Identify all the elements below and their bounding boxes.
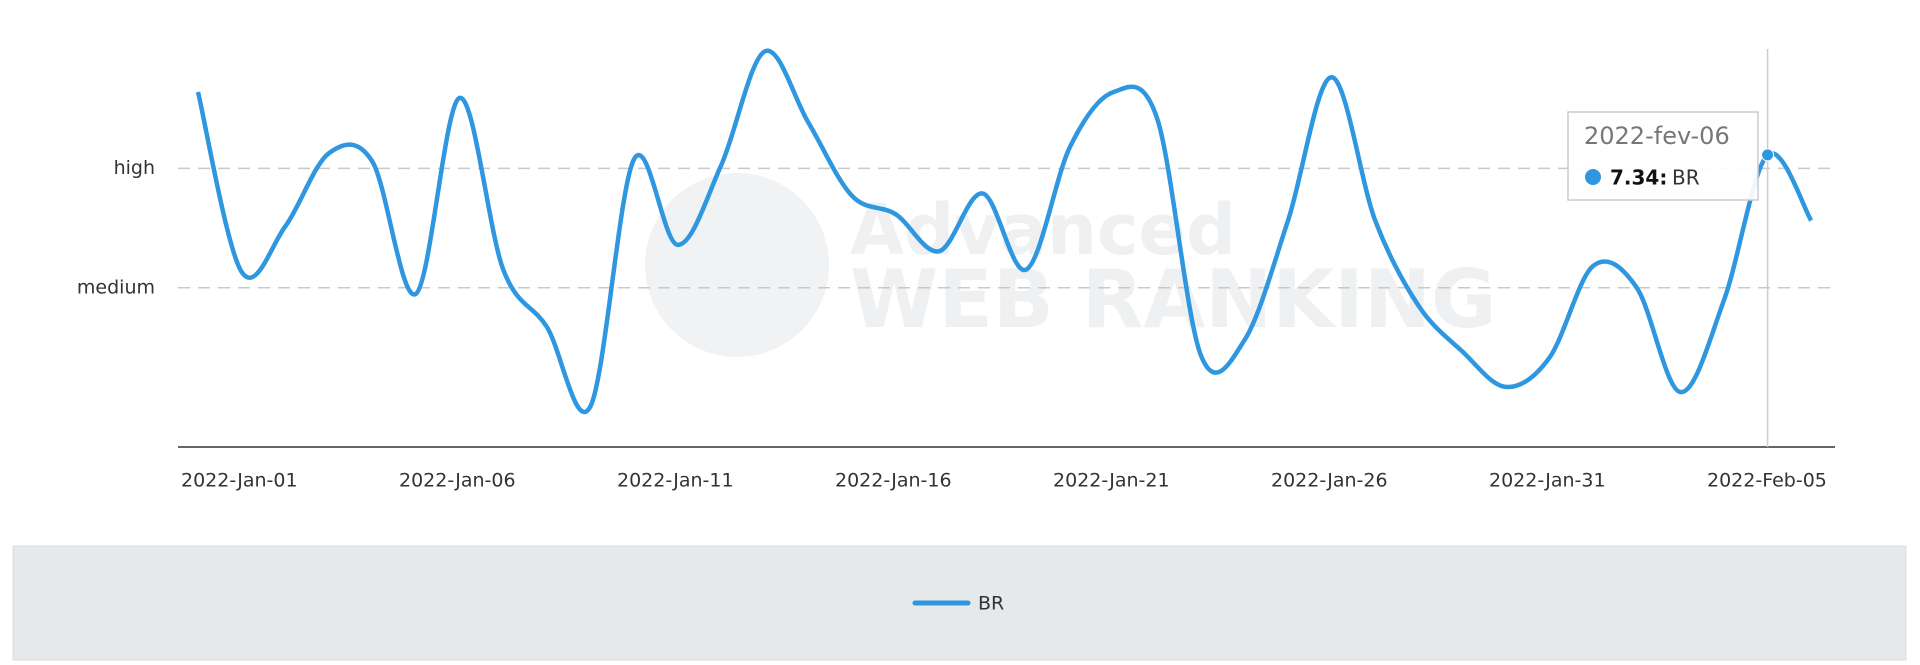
x-tick-label: 2022-Jan-21 — [1053, 470, 1170, 492]
x-tick-label: 2022-Jan-01 — [181, 470, 298, 492]
series-line — [195, 48, 1814, 415]
watermark-logo — [645, 173, 829, 357]
x-tick-label: 2022-Jan-16 — [835, 470, 952, 492]
hover-marker — [1761, 148, 1775, 162]
tooltip-box — [1567, 111, 1759, 201]
legend-label[interactable]: BR — [978, 593, 1004, 615]
y-tick-label: medium — [77, 276, 155, 298]
tooltip-title: 2022-fev-06 — [1584, 122, 1730, 150]
x-tick-label: 2022-Jan-06 — [399, 470, 516, 492]
watermark: WEB RANKING — [850, 253, 1497, 346]
tooltip-dot — [1585, 169, 1601, 185]
tooltip-series: BR — [1672, 166, 1700, 190]
x-tick-label: 2022-Jan-26 — [1271, 470, 1388, 492]
tooltip-value: 7.34: — [1610, 166, 1667, 190]
x-tick-label: 2022-Jan-11 — [617, 470, 734, 492]
x-tick-label: 2022-Jan-31 — [1489, 470, 1606, 492]
y-tick-label: high — [114, 157, 155, 179]
x-tick-label: 2022-Feb-05 — [1707, 470, 1827, 492]
tooltip: 2022-fev-06 7.34: BR — [1567, 111, 1759, 201]
